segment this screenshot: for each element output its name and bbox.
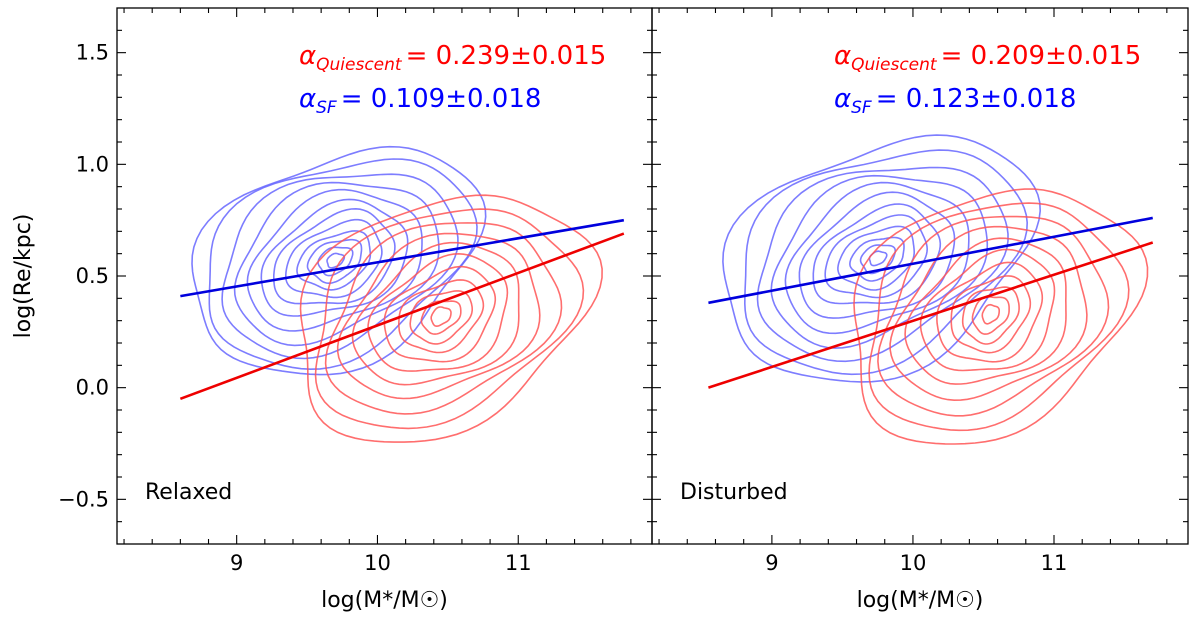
relaxed-quiescent-contour-level-10 [420,300,462,335]
relaxed-sf-fit-line [180,218,625,298]
disturbed-panel-label: Disturbed [680,480,788,505]
disturbed-quiescent-contour-level-2 [868,202,1130,432]
disturbed-sf-contour-level-1 [722,134,1042,383]
disturbed-sf-contour-level-9 [837,225,916,291]
relaxed-quiescent-contour-level-9 [409,290,474,345]
relaxed-sf-contour-level-10 [306,238,363,285]
disturbed-contours [722,134,1149,445]
disturbed-sf-contour-level-6 [798,191,956,319]
y-tick-label: 0.0 [76,376,109,400]
y-tick-label: 0.5 [76,264,109,288]
disturbed-x-tick-label: 11 [1041,551,1068,575]
relaxed-panel: 9 10 11 −0.5 0.0 0.5 1.0 1.5 Relaxed αQuiescent… [11,7,653,613]
relaxed-alpha-quiescent: αQuiescent = 0.239±0.015 [299,41,606,75]
relaxed-sf-contour-level-7 [272,207,396,305]
relaxed-sf-contour-level-6 [260,198,409,317]
disturbed-quiescent-contour-level-11 [981,303,1001,325]
disturbed-quiescent-contour-level-3 [877,215,1110,417]
disturbed-quiescent-contour-level-9 [961,286,1020,345]
relaxed-contours [191,145,603,443]
relaxed-sf-contour-level-12 [326,252,346,269]
relaxed-quiescent-contour-level-1 [299,194,603,443]
disturbed-ticks: 9 10 11 [652,8,1188,575]
relaxed-x-axis-label: log(M*/M☉) [321,588,448,613]
disturbed-quiescent-contour-level-6 [919,248,1056,372]
relaxed-quiescent-contour-level-6 [367,252,509,372]
disturbed-quiescent-contour-level-8 [950,275,1032,354]
disturbed-panel: 9 10 11 Disturbed αQuiescent = 0.209±0.015 … [651,7,1189,613]
disturbed-alpha-sf: αSF = 0.123±0.018 [834,84,1076,118]
relaxed-quiescent-contour-level-2 [314,208,585,430]
disturbed-x-tick-label: 9 [765,551,778,575]
y-tick-label: 1.5 [76,41,109,65]
relaxed-quiescent-contour-level-7 [383,265,497,363]
disturbed-quiescent-contour-level-4 [889,225,1088,402]
relaxed-x-tick-label: 9 [230,551,243,575]
disturbed-alpha-quiescent: αQuiescent = 0.209±0.015 [834,41,1141,75]
relaxed-sf-contour-level-3 [221,173,459,360]
relaxed-sf-contour-level-8 [284,218,383,299]
disturbed-sf-contour-level-5 [784,181,970,335]
disturbed-fit-lines [708,216,1154,389]
y-axis-label: log(Re/kpc) [11,214,36,339]
disturbed-quiescent-contour-level-1 [853,188,1149,445]
disturbed-sf-contour-level-7 [812,203,942,305]
y-tick-label: 1.0 [76,152,109,176]
relaxed-sf-contour-level-5 [246,188,423,332]
disturbed-x-tick-label: 10 [900,551,927,575]
relaxed-quiescent-fit-line [179,232,625,401]
relaxed-sf-contour-level-11 [317,246,354,277]
relaxed-alpha-sf: αSF = 0.109±0.018 [299,84,541,118]
disturbed-sf-contour-level-3 [756,166,1009,363]
disturbed-sf-fit-line [708,216,1153,305]
disturbed-quiescent-contour-level-5 [904,237,1067,385]
disturbed-sf-contour-level-8 [824,214,929,299]
relaxed-fit-lines [179,218,625,401]
relaxed-x-tick-label: 11 [505,551,532,575]
disturbed-x-axis-label: log(M*/M☉) [857,588,984,613]
relaxed-quiescent-contour-level-8 [397,279,485,354]
relaxed-sf-contour-level-4 [233,181,440,347]
disturbed-quiescent-contour-level-7 [936,261,1044,363]
disturbed-sf-contour-level-4 [770,174,989,349]
relaxed-quiescent-contour-level-5 [351,241,520,386]
relaxed-quiescent-contour-level-11 [430,306,452,328]
disturbed-sf-contour-level-12 [868,250,888,267]
disturbed-quiescent-fit-line [708,241,1154,389]
y-tick-label: −0.5 [58,487,109,511]
disturbed-sf-contour-level-2 [743,149,1029,376]
relaxed-x-tick-label: 10 [364,551,391,575]
relaxed-panel-label: Relaxed [145,480,232,505]
disturbed-quiescent-contour-level-10 [971,295,1010,335]
relaxed-ticks: 9 10 11 −0.5 0.0 0.5 1.0 1.5 [58,8,652,575]
relaxed-sf-contour-level-9 [296,230,372,291]
